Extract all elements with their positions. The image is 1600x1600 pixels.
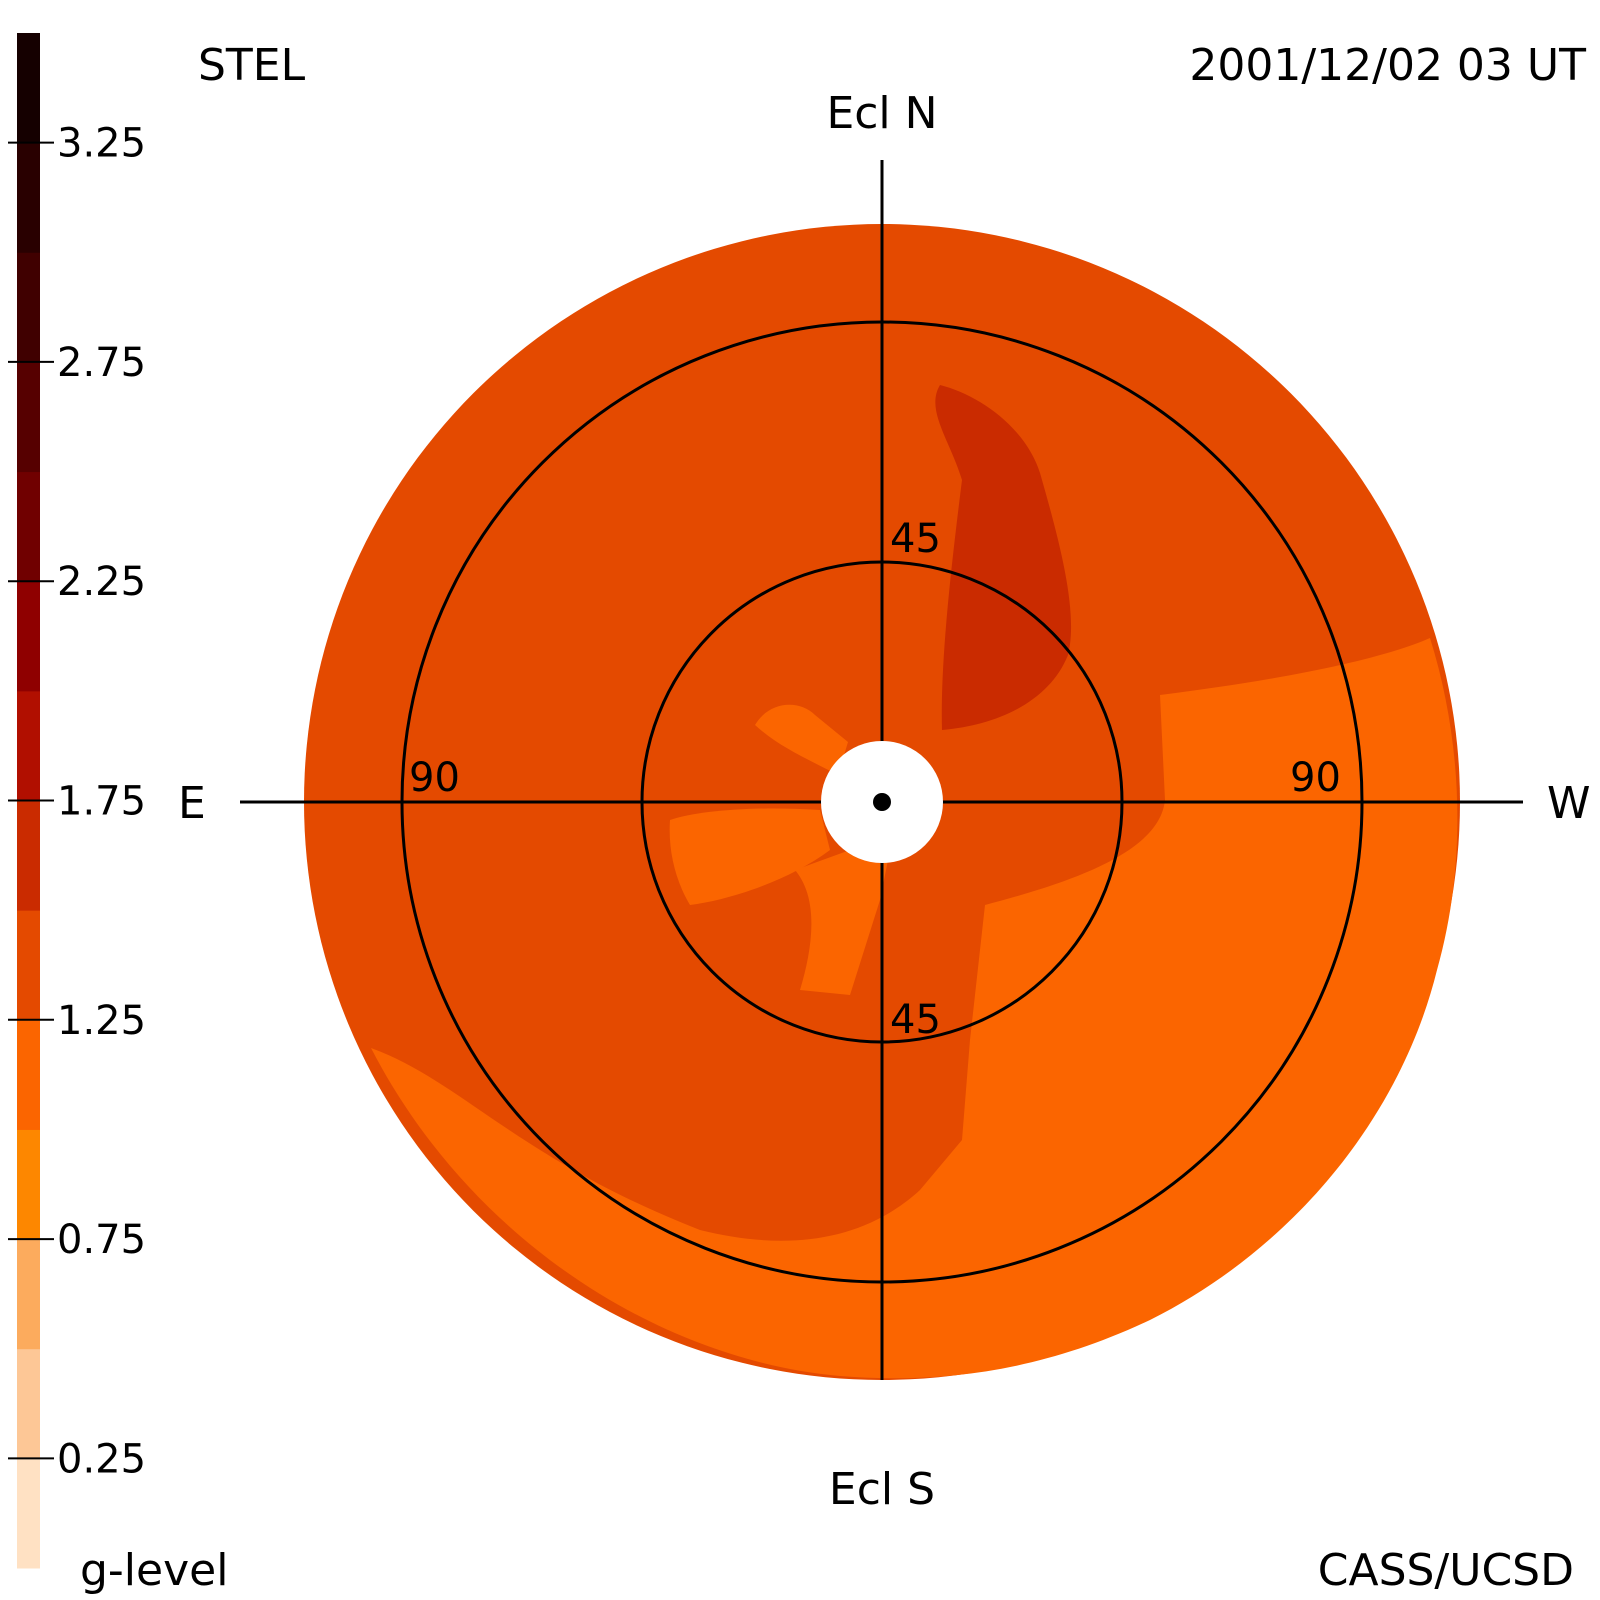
colorbar-band: [17, 33, 40, 144]
colorbar-title: g-level: [80, 1545, 228, 1596]
colorbar-band: [17, 252, 40, 363]
colorbar-band: [17, 800, 40, 911]
ring-label-45-north: 45: [890, 516, 941, 562]
region-low-southwest: [371, 638, 1458, 1379]
ring-label-90-east: 90: [409, 755, 460, 801]
region-low-center-north: [755, 704, 848, 775]
direction-south-label: Ecl S: [829, 1464, 935, 1515]
region-low-center-south: [795, 850, 888, 995]
colorbar-tick-label: 3.25: [57, 121, 146, 167]
colorbar-tick-label: 1.75: [57, 779, 146, 825]
colorbar-band: [17, 690, 40, 801]
sun-center-dot: [873, 793, 891, 811]
datetime-label: 2001/12/02 03 UT: [1189, 40, 1586, 91]
instrument-label: STEL: [198, 40, 306, 91]
region-low-center-west: [669, 808, 830, 905]
ring-label-90-west: 90: [1290, 755, 1341, 801]
direction-east-label: E: [178, 778, 206, 829]
colorbar-ticks: 3.25 2.75 2.25 1.75 1.25 0.75 0.25: [8, 121, 146, 1482]
colorbar-band: [17, 142, 40, 253]
region-high-north: [935, 385, 1072, 730]
credit-label: CASS/UCSD: [1318, 1545, 1574, 1596]
direction-west-label: W: [1547, 778, 1591, 829]
colorbar-band: [17, 1348, 40, 1459]
colorbar-band: [17, 1019, 40, 1130]
colorbar-tick-label: 0.75: [57, 1217, 146, 1263]
ring-label-45-south: 45: [890, 997, 941, 1043]
colorbar-band: [17, 471, 40, 582]
direction-north-label: Ecl N: [826, 88, 937, 139]
colorbar-tick-label: 2.25: [57, 559, 146, 605]
colorbar-band: [17, 910, 40, 1021]
colorbar-band: [17, 581, 40, 692]
colorbar: [17, 33, 40, 1569]
colorbar-band: [17, 1129, 40, 1240]
colorbar-band: [17, 1239, 40, 1350]
colorbar-tick-label: 1.25: [57, 998, 146, 1044]
colorbar-band: [17, 1458, 40, 1569]
colorbar-band: [17, 361, 40, 473]
colorbar-tick-label: 0.25: [57, 1436, 146, 1482]
colorbar-tick-label: 2.75: [57, 340, 146, 386]
